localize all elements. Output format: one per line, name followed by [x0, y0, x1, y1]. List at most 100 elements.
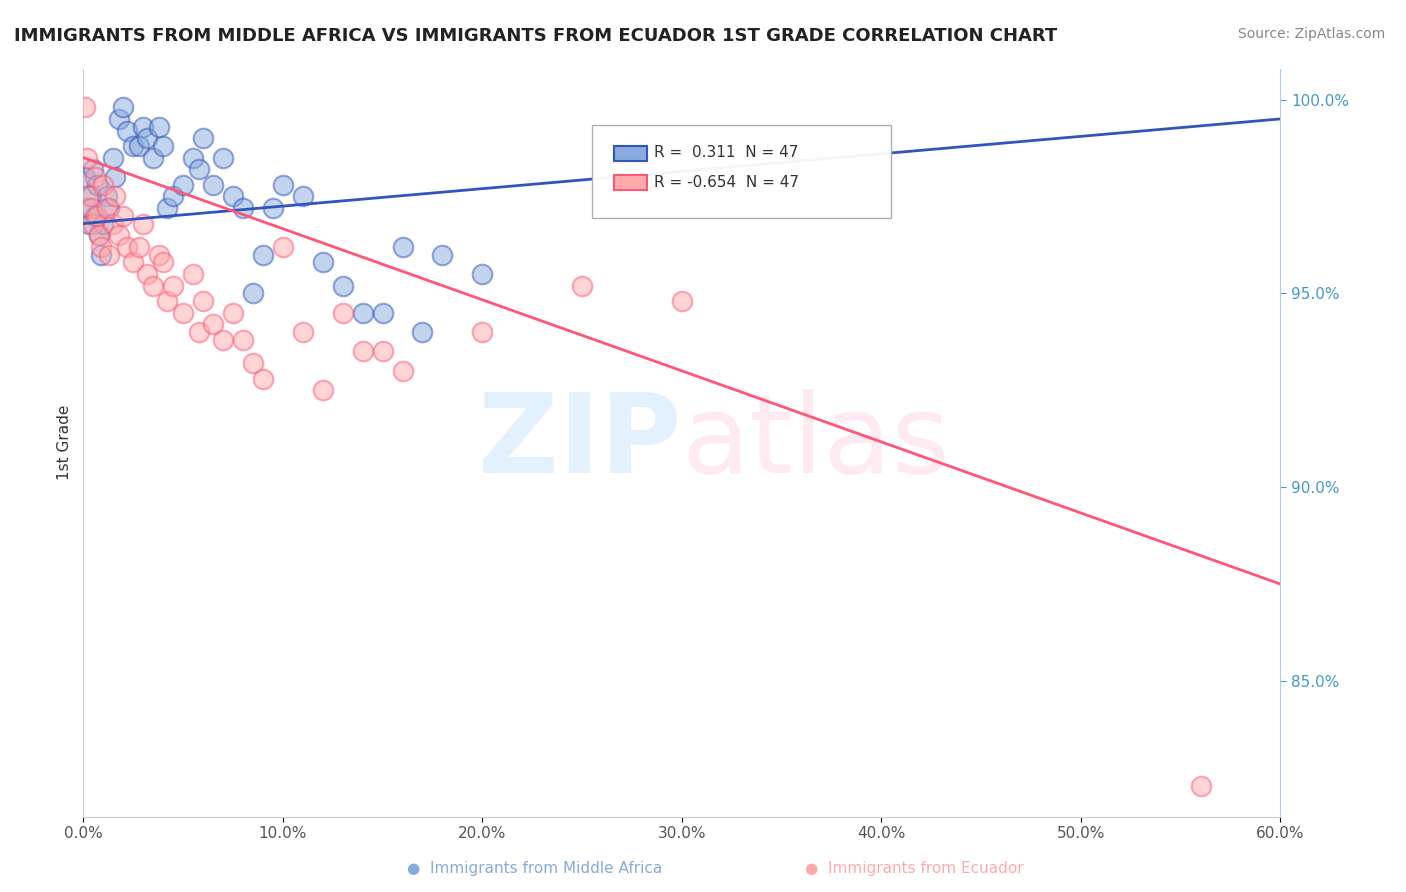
- Point: [142, 278, 165, 293]
- Point: [162, 278, 184, 293]
- Text: ZIP: ZIP: [478, 389, 682, 496]
- Point: [75, 100, 97, 114]
- Point: [84, 169, 107, 184]
- Point: [152, 139, 174, 153]
- Point: [152, 255, 174, 269]
- Point: [90, 247, 112, 261]
- Point: [571, 278, 593, 293]
- Point: [291, 325, 314, 339]
- Point: [104, 189, 127, 203]
- Point: [1189, 779, 1212, 793]
- Point: [242, 286, 264, 301]
- Point: [115, 123, 138, 137]
- Point: [271, 240, 294, 254]
- Point: [172, 178, 194, 192]
- Point: [103, 217, 125, 231]
- Text: R = -0.654  N = 47: R = -0.654 N = 47: [654, 175, 800, 190]
- Point: [82, 217, 104, 231]
- Point: [432, 247, 454, 261]
- Point: [76, 201, 98, 215]
- Point: [132, 120, 155, 134]
- Point: [181, 151, 204, 165]
- Point: [332, 278, 354, 293]
- Point: [103, 151, 125, 165]
- Point: [391, 240, 413, 254]
- Point: [252, 371, 274, 385]
- Point: [108, 228, 131, 243]
- Point: [371, 306, 394, 320]
- Point: [82, 162, 104, 177]
- Point: [352, 344, 374, 359]
- Point: [291, 189, 314, 203]
- Point: [212, 151, 235, 165]
- Point: [181, 267, 204, 281]
- Point: [222, 189, 245, 203]
- Point: [96, 189, 118, 203]
- Point: [252, 247, 274, 261]
- Point: [98, 247, 121, 261]
- Point: [148, 120, 170, 134]
- Point: [191, 294, 214, 309]
- Point: [84, 209, 107, 223]
- Point: [391, 364, 413, 378]
- FancyBboxPatch shape: [613, 176, 647, 191]
- Point: [156, 201, 179, 215]
- Point: [112, 209, 135, 223]
- Point: [122, 255, 145, 269]
- Point: [188, 162, 211, 177]
- Text: atlas: atlas: [682, 389, 950, 496]
- Point: [471, 267, 494, 281]
- Point: [312, 383, 335, 397]
- Point: [371, 344, 394, 359]
- Point: [132, 217, 155, 231]
- Point: [112, 100, 135, 114]
- Point: [232, 201, 254, 215]
- Point: [128, 139, 150, 153]
- Point: [75, 169, 97, 184]
- Point: [188, 325, 211, 339]
- Point: [312, 255, 335, 269]
- Point: [136, 267, 159, 281]
- Text: R =  0.311  N = 47: R = 0.311 N = 47: [654, 145, 799, 160]
- Point: [91, 217, 114, 231]
- Point: [76, 151, 98, 165]
- Y-axis label: 1st Grade: 1st Grade: [58, 405, 72, 480]
- Point: [471, 325, 494, 339]
- FancyBboxPatch shape: [592, 125, 891, 219]
- Point: [89, 228, 111, 243]
- Text: Source: ZipAtlas.com: Source: ZipAtlas.com: [1237, 27, 1385, 41]
- Point: [86, 209, 108, 223]
- Point: [191, 131, 214, 145]
- Text: ●  Immigrants from Middle Africa: ● Immigrants from Middle Africa: [406, 861, 662, 876]
- Point: [80, 189, 103, 203]
- Point: [411, 325, 433, 339]
- Point: [80, 201, 103, 215]
- Point: [86, 178, 108, 192]
- Point: [212, 333, 235, 347]
- Point: [96, 201, 118, 215]
- Point: [122, 139, 145, 153]
- Point: [148, 247, 170, 261]
- Point: [98, 201, 121, 215]
- Point: [671, 294, 693, 309]
- Point: [91, 178, 114, 192]
- Point: [89, 228, 111, 243]
- Text: ●  Immigrants from Ecuador: ● Immigrants from Ecuador: [804, 861, 1024, 876]
- Point: [201, 178, 224, 192]
- Point: [156, 294, 179, 309]
- Point: [162, 189, 184, 203]
- Point: [172, 306, 194, 320]
- Point: [90, 240, 112, 254]
- Point: [242, 356, 264, 370]
- FancyBboxPatch shape: [613, 145, 647, 161]
- Point: [104, 169, 127, 184]
- Point: [136, 131, 159, 145]
- Point: [77, 189, 100, 203]
- Point: [332, 306, 354, 320]
- Point: [77, 217, 100, 231]
- Point: [271, 178, 294, 192]
- Point: [142, 151, 165, 165]
- Point: [222, 306, 245, 320]
- Point: [115, 240, 138, 254]
- Point: [108, 112, 131, 126]
